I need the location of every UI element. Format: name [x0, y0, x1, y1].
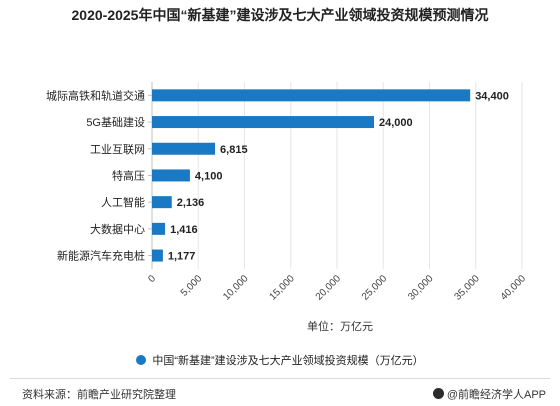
data-label: 34,400: [475, 90, 509, 102]
x-tick-label: 35,000: [452, 273, 482, 303]
bar: [152, 249, 163, 262]
x-tick-label: 30,000: [406, 273, 436, 303]
footer-divider: [10, 378, 550, 379]
x-tick-label: 25,000: [360, 273, 390, 303]
x-tick-label: 15,000: [267, 273, 297, 303]
category-label: 人工智能: [101, 195, 145, 209]
chart-title: 2020-2025年中国“新基建”建设涉及七大产业领域投资规模预测情况: [71, 7, 489, 23]
data-label: 2,136: [177, 197, 205, 209]
brand-label: @前瞻经济学人APP: [446, 389, 546, 401]
data-label: 6,815: [220, 144, 248, 156]
data-label: 1,416: [170, 224, 198, 236]
category-label: 城际高铁和轨道交通: [46, 88, 145, 102]
category-label: 特高压: [112, 168, 145, 182]
bar: [152, 116, 374, 129]
bar: [152, 222, 166, 235]
x-tick-label: 0: [146, 273, 158, 285]
category-label: 新能源汽车充电桩: [57, 249, 145, 263]
legend: 中国“新基建”建设涉及七大产业领域投资规模（万亿元）: [0, 352, 560, 368]
x-tick-label: 5,000: [179, 273, 205, 299]
bar-chart: 城际高铁和轨道交通 34,400 5G基础建设 24,000 工业互联网 6,815 特高压…: [46, 82, 529, 333]
legend-label: 中国“新基建”建设涉及七大产业领域投资规模（万亿元）: [152, 355, 424, 367]
x-tick-label: 40,000: [499, 273, 529, 303]
x-axis-label: 单位：万亿元: [307, 319, 373, 333]
bar: [152, 142, 216, 155]
source-note: 资料来源：前瞻产业研究院整理: [22, 389, 176, 401]
data-label: 24,000: [379, 117, 413, 129]
x-tick-label: 20,000: [314, 273, 344, 303]
data-label: 4,100: [195, 170, 223, 182]
category-label: 工业互联网: [90, 143, 145, 156]
bar: [152, 169, 190, 182]
bar: [152, 89, 471, 102]
data-label: 1,177: [168, 251, 196, 263]
legend-marker: [136, 355, 147, 365]
category-label: 5G基础建设: [86, 115, 145, 129]
category-label: 大数据中心: [90, 222, 145, 236]
brand-credit: @前瞻经济学人APP: [432, 386, 546, 402]
bar: [152, 196, 172, 209]
x-tick-label: 10,000: [221, 273, 251, 303]
brand-logo-icon: [432, 388, 444, 399]
